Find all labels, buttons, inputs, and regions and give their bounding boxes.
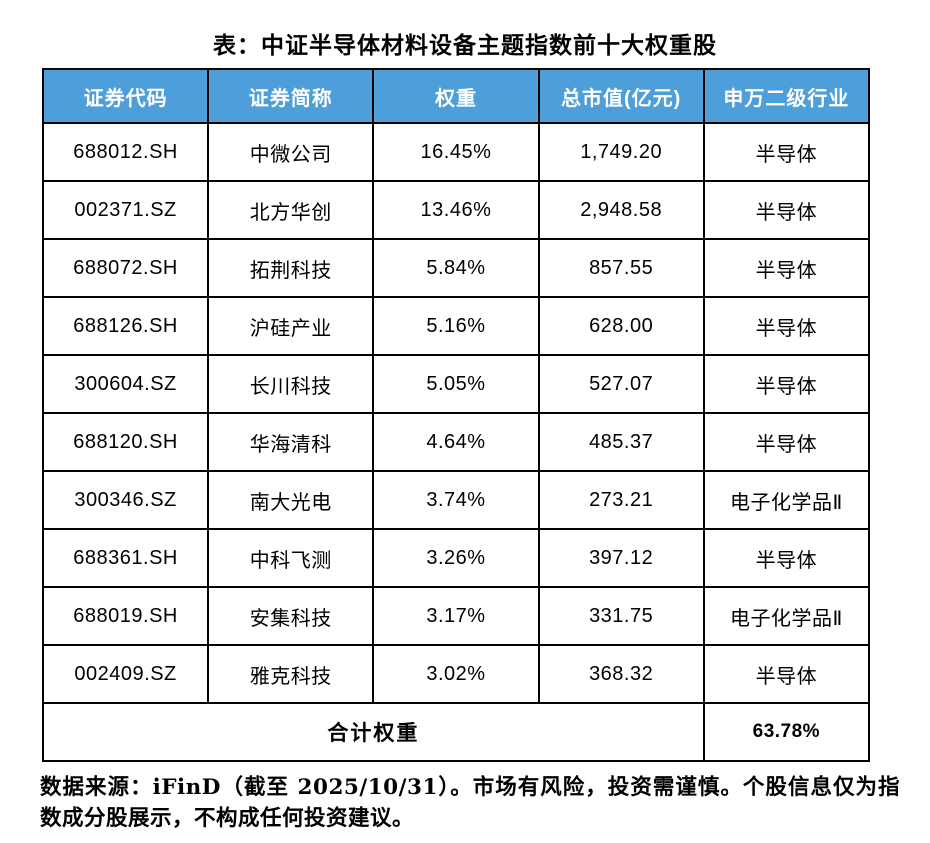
- table-cell: 397.12: [537, 528, 705, 588]
- table-cell: 300346.SZ: [41, 470, 210, 530]
- table-cell: 半导体: [702, 180, 871, 240]
- table-cell: 628.00: [537, 296, 705, 356]
- header-cell-code: 证券代码: [41, 68, 210, 124]
- table-cell: 半导体: [702, 412, 871, 472]
- table-cell: 安集科技: [207, 586, 375, 646]
- table-cell: 1,749.20: [537, 122, 705, 182]
- table-body: 688012.SH 中微公司 16.45% 1,749.20 半导体 002371.SZ 北…: [41, 122, 871, 704]
- table-cell: 002371.SZ: [41, 180, 210, 240]
- table-cell: 13.46%: [372, 180, 540, 240]
- table-row: 002409.SZ 雅克科技 3.02% 368.32 半导体: [41, 644, 871, 704]
- table-cell: 南大光电: [207, 470, 375, 530]
- total-row: 合计权重 63.78%: [42, 702, 871, 762]
- table-cell: 688072.SH: [41, 238, 210, 298]
- table-row: 002371.SZ 北方华创 13.46% 2,948.58 半导体: [41, 180, 871, 240]
- table-cell: 半导体: [702, 644, 871, 704]
- table-row: 688361.SH 中科飞测 3.26% 397.12 半导体: [41, 528, 871, 588]
- table-cell: 688361.SH: [41, 528, 210, 588]
- table-cell: 半导体: [702, 354, 871, 414]
- source-note: 数据来源：iFinD（截至 2025/10/31）。市场有风险，投资需谨慎。个股…: [40, 775, 900, 831]
- table-cell: 3.74%: [372, 470, 540, 530]
- table-title: 表：中证半导体材料设备主题指数前十大权重股: [213, 32, 717, 59]
- table-cell: 857.55: [537, 238, 705, 298]
- table-cell: 电子化学品Ⅱ: [702, 470, 871, 530]
- table-cell: 华海清科: [207, 412, 375, 472]
- table-cell: 3.02%: [372, 644, 540, 704]
- table-cell: 5.16%: [372, 296, 540, 356]
- table-cell: 沪硅产业: [207, 296, 375, 356]
- table-cell: 雅克科技: [207, 644, 375, 704]
- table-cell: 300604.SZ: [41, 354, 210, 414]
- table-cell: 3.26%: [372, 528, 540, 588]
- table-cell: 5.05%: [372, 354, 540, 414]
- table-cell: 半导体: [702, 528, 871, 588]
- table-cell: 4.64%: [372, 412, 540, 472]
- table-row: 688126.SH 沪硅产业 5.16% 628.00 半导体: [41, 296, 871, 356]
- table-row: 300346.SZ 南大光电 3.74% 273.21 电子化学品Ⅱ: [41, 470, 871, 530]
- table-cell: 273.21: [537, 470, 705, 530]
- table-cell: 半导体: [702, 238, 871, 298]
- total-label: 合计权重: [42, 702, 705, 762]
- table-row: 688012.SH 中微公司 16.45% 1,749.20 半导体: [41, 122, 871, 182]
- table-cell: 长川科技: [207, 354, 375, 414]
- total-weight-value: 63.78%: [702, 702, 871, 762]
- table-cell: 5.84%: [372, 238, 540, 298]
- table-cell: 中科飞测: [207, 528, 375, 588]
- table-row: 688120.SH 华海清科 4.64% 485.37 半导体: [41, 412, 871, 472]
- table-cell: 电子化学品Ⅱ: [702, 586, 871, 646]
- table-cell: 16.45%: [372, 122, 540, 182]
- header-cell-name: 证券简称: [207, 68, 375, 124]
- header-row: 证券代码 证券简称 权重 总市值(亿元) 申万二级行业: [41, 68, 871, 124]
- table-cell: 368.32: [537, 644, 705, 704]
- table-cell: 331.75: [537, 586, 705, 646]
- table-cell: 688120.SH: [41, 412, 210, 472]
- table-cell: 半导体: [702, 122, 871, 182]
- table-cell: 半导体: [702, 296, 871, 356]
- table-footer: 合计权重 63.78%: [42, 702, 871, 762]
- weights-table: 证券代码 证券简称 权重 总市值(亿元) 申万二级行业 688012.SH 中微公…: [41, 68, 871, 762]
- table-cell: 3.17%: [372, 586, 540, 646]
- table-cell: 2,948.58: [537, 180, 705, 240]
- table-row: 688019.SH 安集科技 3.17% 331.75 电子化学品Ⅱ: [41, 586, 871, 646]
- table-header: 证券代码 证券简称 权重 总市值(亿元) 申万二级行业: [41, 68, 871, 124]
- table-cell: 688126.SH: [41, 296, 210, 356]
- table-cell: 002409.SZ: [41, 644, 210, 704]
- table-cell: 中微公司: [207, 122, 375, 182]
- table-cell: 527.07: [537, 354, 705, 414]
- table-row: 300604.SZ 长川科技 5.05% 527.07 半导体: [41, 354, 871, 414]
- table-cell: 688019.SH: [41, 586, 210, 646]
- header-cell-weight: 权重: [372, 68, 540, 124]
- table-cell: 688012.SH: [41, 122, 210, 182]
- header-cell-marketcap: 总市值(亿元): [537, 68, 705, 124]
- table-row: 688072.SH 拓荆科技 5.84% 857.55 半导体: [41, 238, 871, 298]
- table-cell: 485.37: [537, 412, 705, 472]
- header-cell-industry: 申万二级行业: [702, 68, 871, 124]
- table-cell: 拓荆科技: [207, 238, 375, 298]
- table-cell: 北方华创: [207, 180, 375, 240]
